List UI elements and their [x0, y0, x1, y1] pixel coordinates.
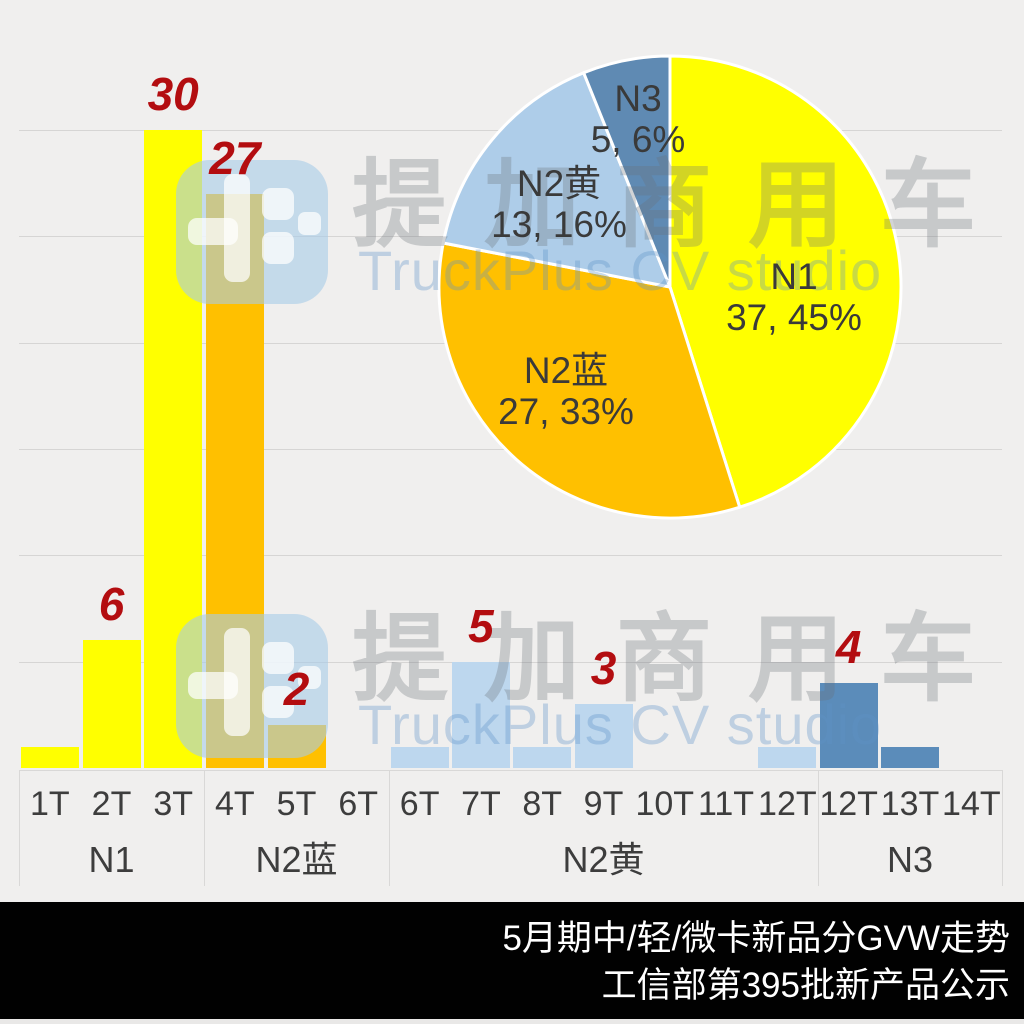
bar-value-label: 2 — [283, 663, 310, 715]
axis-tick-label: 12T — [758, 785, 817, 823]
gridline — [19, 236, 1002, 237]
axis-tick-label: 1T — [29, 785, 70, 823]
bar-N2蓝-5T — [268, 725, 326, 768]
bar-N2黄-7T — [452, 662, 510, 768]
bar-N3-13T — [881, 747, 939, 768]
bar-value-label: 3 — [590, 642, 617, 694]
axis-group-divider — [1002, 770, 1003, 886]
bar-value-label: 4 — [835, 621, 862, 673]
gridline — [19, 662, 1002, 663]
axis-tick-label: 6T — [399, 785, 440, 823]
pie-slice-N1 — [668, 54, 903, 509]
axis-group-label: N2黄 — [562, 839, 645, 880]
caption-line2: 工信部第395批新产品公示 — [601, 966, 1010, 1005]
axis-tick-label: 6T — [338, 785, 378, 823]
bar-N1-3T — [144, 130, 202, 768]
pie-slice-value: 27, 33% — [498, 391, 634, 432]
pie-slice-label-N2黄: N2黄 13, 16% — [429, 163, 689, 245]
caption-bar: 5月期中/轻/微卡新品分GVW走势 工信部第395批新产品公示 — [0, 902, 1024, 1019]
axis-tick-label: 14T — [942, 785, 1001, 823]
watermark-brand-en: TruckPlus CV studio — [358, 693, 883, 756]
bottom-strip — [0, 1019, 1024, 1024]
gridline — [19, 130, 1002, 131]
bar-N1-1T — [21, 747, 79, 768]
pie-slice-N2黄 — [441, 71, 672, 289]
caption-line1: 5月期中/轻/微卡新品分GVW走势 — [502, 919, 1010, 958]
watermark-brand-cn: 提加商用车 — [352, 152, 1012, 259]
bar-N2黄-12T — [758, 747, 816, 768]
axis-tick-label: 9T — [583, 785, 624, 823]
pie-slice-name: N2蓝 — [523, 350, 609, 391]
bar-value-label: 6 — [98, 578, 125, 630]
axis-group-label: N2蓝 — [255, 839, 338, 880]
pie-slice-name: N1 — [770, 256, 818, 297]
axis-tick-label: 7T — [461, 785, 501, 823]
bar-N3-12T — [820, 683, 878, 768]
axis-tick-label: 13T — [880, 785, 940, 823]
bar-N2黄-8T — [513, 747, 571, 768]
bar-N2黄-6T — [391, 747, 449, 768]
axis-tick-label: 3T — [153, 785, 193, 823]
axis-tick-label: 10T — [635, 785, 695, 823]
pie-slice-name: N2黄 — [516, 163, 602, 204]
pie-slice-value: 37, 45% — [726, 297, 862, 338]
bar-value-label: 30 — [147, 68, 199, 120]
axis-group-divider — [818, 770, 819, 886]
bar-value-label: 27 — [209, 132, 261, 184]
gridline — [19, 555, 1002, 556]
axis-tick-label: 2T — [91, 785, 132, 823]
pie-slice-label-N1: N1 37, 45% — [664, 256, 924, 338]
truckplus-logo-icon — [176, 160, 328, 304]
axis-line — [19, 770, 1002, 771]
axis-tick-label: 5T — [276, 785, 317, 823]
gridline — [19, 343, 1002, 344]
axis-group-label: N1 — [88, 839, 135, 880]
pie-slice-name: N3 — [614, 78, 662, 119]
axis-tick-label: 4T — [214, 785, 255, 823]
axis-group-divider — [204, 770, 205, 886]
pie-slice-value: 13, 16% — [491, 204, 627, 245]
pie-slice-value: 5, 6% — [590, 119, 686, 160]
axis-tick-label: 8T — [522, 785, 563, 823]
watermark-brand-en: TruckPlus CV studio — [358, 239, 883, 302]
bar-value-label: 5 — [468, 600, 494, 652]
pie-slice-N2蓝 — [437, 241, 742, 520]
pie-slice-label-N3: N3 5, 6% — [508, 78, 768, 160]
watermark-brand-cn: 提加商用车 — [352, 606, 1012, 713]
bar-N1-2T — [83, 640, 141, 768]
axis-tick-label: 11T — [698, 785, 755, 823]
bar-N2黄-9T — [575, 704, 633, 768]
pie-slice-N3 — [582, 54, 672, 289]
axis-group-divider — [19, 770, 20, 886]
gridline — [19, 449, 1002, 450]
axis-group-label: N3 — [886, 839, 934, 880]
bar-N2蓝-4T — [206, 194, 264, 768]
pie-slice-label-N2蓝: N2蓝 27, 33% — [436, 350, 696, 432]
truckplus-logo-icon — [176, 614, 328, 758]
axis-group-divider — [389, 770, 390, 886]
axis-tick-label: 12T — [819, 785, 878, 823]
